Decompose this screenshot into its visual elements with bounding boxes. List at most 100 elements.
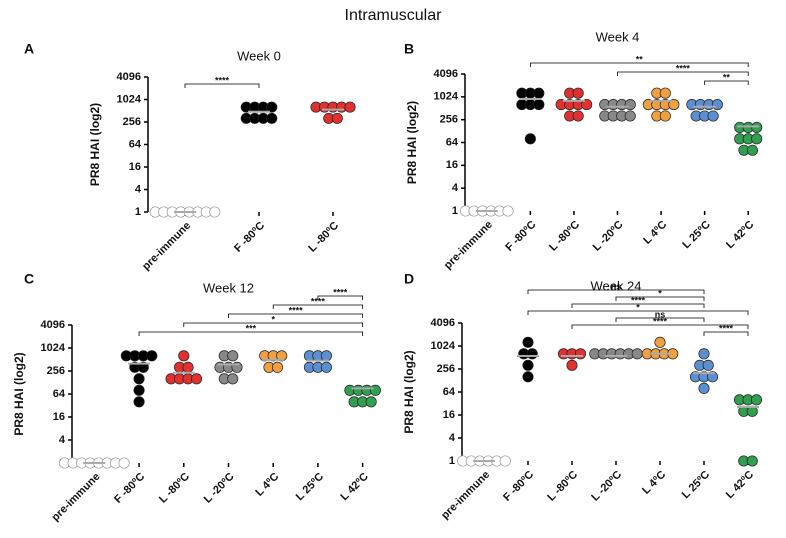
data-point	[572, 87, 584, 99]
significance-bracket	[527, 289, 705, 294]
significance-label: ****	[311, 296, 326, 306]
significance-bracket	[183, 322, 364, 327]
y-tick-label: 16	[53, 411, 65, 423]
y-tick-label: 1024	[41, 342, 66, 354]
data-point	[654, 336, 666, 348]
data-point	[698, 348, 710, 360]
significance-bracket	[615, 296, 705, 301]
data-point	[572, 110, 584, 122]
data-point	[276, 350, 288, 362]
x-tick-label: L 25ºC	[294, 471, 326, 503]
panel-title: Week 0	[237, 48, 281, 63]
y-tick-label: 1	[135, 206, 141, 218]
data-point	[624, 110, 636, 122]
data-point	[522, 359, 534, 371]
data-point	[271, 361, 284, 373]
significance-label: **	[723, 72, 731, 82]
y-tick-label: 1	[449, 455, 455, 467]
x-tick-label: pre-immune	[442, 219, 495, 272]
y-tick-label: 1024	[117, 93, 142, 105]
significance-bracket	[138, 331, 364, 336]
significance-label: ****	[653, 316, 668, 326]
data-point	[499, 455, 511, 467]
x-tick-label: L -20ºC	[202, 471, 237, 506]
x-tick-label: pre-immune	[140, 220, 193, 273]
y-tick-label: 4	[452, 182, 459, 194]
significance-bracket	[617, 71, 749, 76]
data-point	[668, 99, 680, 111]
y-tick-label: 1	[452, 205, 458, 217]
data-point	[711, 99, 723, 111]
y-axis-label: PR8 HAI (log2)	[402, 350, 416, 433]
data-point	[227, 373, 239, 385]
x-tick-label: L -80ºC	[157, 471, 192, 506]
data-point	[706, 371, 719, 383]
data-point	[659, 110, 671, 122]
y-tick-label: 256	[47, 365, 65, 377]
significance-label: ****	[333, 287, 348, 297]
x-tick-label: L -80ºC	[306, 220, 341, 255]
significance-label: *	[658, 288, 662, 298]
significance-label: ****	[289, 305, 304, 315]
data-point	[266, 101, 278, 113]
x-tick-label: L 42ºC	[724, 469, 756, 501]
y-tick-label: 64	[446, 136, 459, 148]
y-axis-label: PR8 HAI (log2)	[405, 101, 419, 184]
significance-label: ***	[246, 323, 257, 333]
panel-letter: A	[24, 41, 34, 57]
panel-letter: C	[24, 271, 34, 287]
x-tick-label: L 25ºC	[680, 469, 712, 501]
x-tick-label: F -80ºC	[112, 471, 147, 506]
y-tick-label: 16	[446, 159, 458, 171]
y-tick-label: 16	[129, 161, 141, 173]
y-tick-label: 64	[443, 386, 456, 398]
data-point	[707, 110, 719, 122]
data-point	[190, 373, 203, 385]
data-point	[526, 348, 538, 360]
data-point	[631, 348, 643, 360]
significance-label: ****	[676, 63, 691, 73]
y-tick-label: 4	[59, 434, 66, 446]
data-point	[533, 99, 545, 111]
y-tick-label: 256	[437, 363, 455, 375]
y-tick-label: 4096	[434, 68, 458, 80]
x-tick-label: L 25ºC	[680, 219, 712, 251]
data-point	[522, 371, 534, 383]
data-point	[574, 348, 587, 360]
significance-bracket	[317, 295, 364, 300]
significance-bracket	[704, 80, 749, 85]
data-point	[746, 144, 759, 156]
x-tick-label: F -80ºC	[501, 469, 536, 504]
data-point	[698, 382, 710, 394]
y-tick-label: 64	[129, 138, 142, 150]
significance-bracket	[571, 324, 749, 329]
data-point	[659, 87, 671, 99]
data-point	[524, 133, 536, 145]
data-point	[365, 396, 377, 408]
panel-letter: B	[404, 41, 414, 57]
x-tick-label: L 4ºC	[640, 469, 668, 497]
y-tick-label: 1024	[434, 91, 459, 103]
y-tick-label: 4096	[431, 317, 455, 329]
x-tick-label: L 4ºC	[641, 219, 669, 247]
data-point	[209, 206, 221, 218]
panel-title: Week 4	[596, 29, 640, 44]
data-point	[750, 394, 763, 406]
data-point	[344, 101, 356, 113]
significance-bracket	[571, 303, 705, 308]
data-point	[331, 112, 343, 124]
x-tick-label: F -80ºC	[503, 219, 538, 254]
x-tick-label: pre-immune	[50, 471, 103, 524]
x-tick-label: pre-immune	[439, 469, 492, 522]
data-point	[133, 396, 145, 408]
x-tick-label: L 4ºC	[253, 471, 281, 499]
significance-bracket	[615, 317, 705, 322]
data-point	[522, 336, 534, 348]
data-point	[137, 361, 149, 373]
data-point	[266, 112, 278, 124]
y-tick-label: 4	[449, 432, 456, 444]
significance-label: ****	[719, 323, 734, 333]
figure-title: Intramuscular	[345, 7, 443, 24]
significance-label: **	[636, 54, 644, 64]
